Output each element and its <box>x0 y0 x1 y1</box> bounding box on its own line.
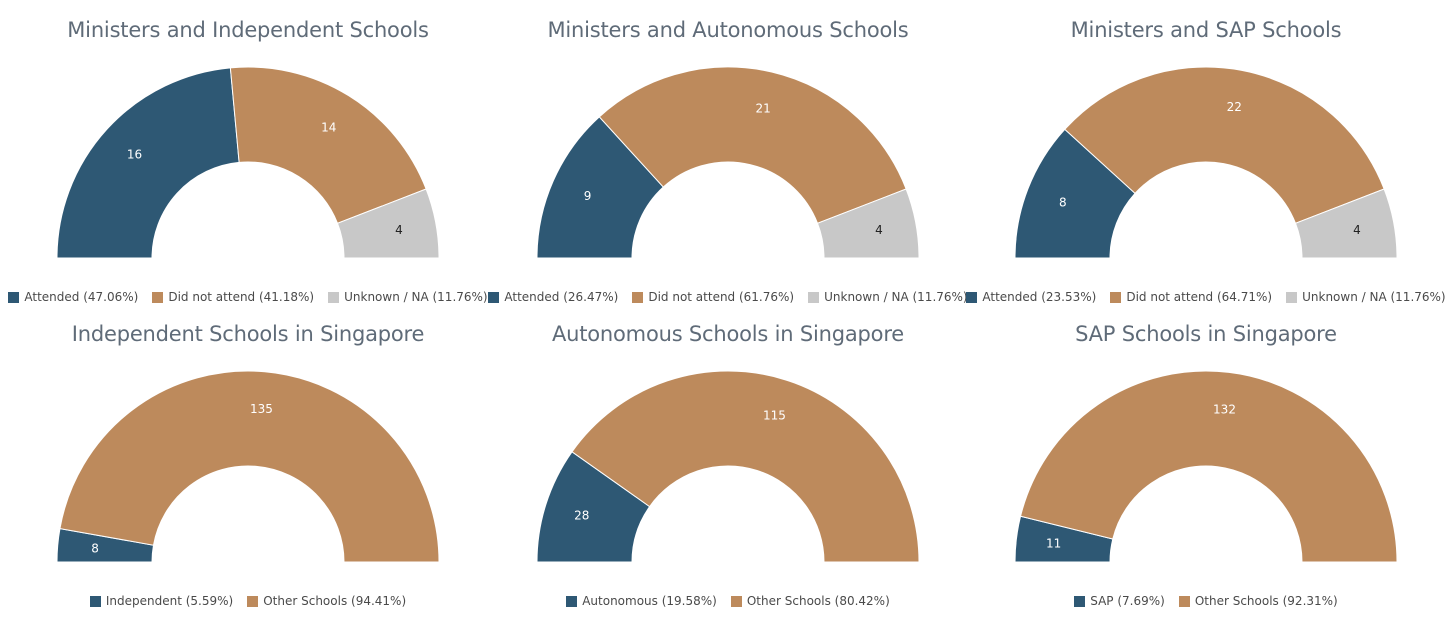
chart-title: SAP Schools in Singapore <box>1075 322 1337 346</box>
donut-slice <box>229 66 427 224</box>
chart-title: Ministers and SAP Schools <box>1070 18 1342 42</box>
slice-value-label: 11 <box>1046 536 1061 550</box>
slice-value-label: 4 <box>875 223 883 237</box>
slice-value-label: 28 <box>574 509 589 523</box>
donut-plot: 16 14 4 <box>56 66 440 259</box>
legend-label: Did not attend (64.71%) <box>1126 290 1273 304</box>
legend-label: Autonomous (19.58%) <box>582 594 717 608</box>
slice-value-label: 16 <box>127 148 142 162</box>
chart-title: Independent Schools in Singapore <box>71 322 425 346</box>
legend-label: Attended (23.53%) <box>982 290 1097 304</box>
donut-slice <box>1064 66 1385 224</box>
legend-item: Did not attend (61.76%) <box>632 290 794 304</box>
donut-plot: 8 22 4 <box>1014 66 1398 259</box>
legend: Attended (47.06%) Did not attend (41.18%)… <box>8 290 488 304</box>
legend-label: Other Schools (94.41%) <box>263 594 407 608</box>
legend-label: Attended (47.06%) <box>24 290 139 304</box>
legend-swatch <box>1178 595 1190 607</box>
donut-slice <box>598 66 907 224</box>
legend-item: Unknown / NA (11.76%) <box>808 290 968 304</box>
legend-item: Other Schools (92.31%) <box>1178 594 1338 608</box>
legend-label: Unknown / NA (11.76%) <box>344 290 488 304</box>
chart-ministers-sap: Ministers and SAP Schools 8 22 4 Attended … <box>966 18 1446 318</box>
legend-swatch <box>247 595 259 607</box>
legend-item: Independent (5.59%) <box>89 594 234 608</box>
chart-independent-singapore: Independent Schools in Singapore 8 135 In… <box>8 322 488 622</box>
legend-item: Unknown / NA (11.76%) <box>328 290 488 304</box>
slice-value-label: 9 <box>584 189 592 203</box>
legend-swatch <box>1110 291 1122 303</box>
legend: Autonomous (19.58%) Other Schools (80.42%… <box>488 594 968 608</box>
slice-value-label: 22 <box>1227 100 1242 114</box>
donut-plot: 9 21 4 <box>536 66 920 259</box>
donut-slice <box>1294 188 1398 259</box>
chart-ministers-autonomous: Ministers and Autonomous Schools 9 21 4 At… <box>488 18 968 318</box>
slice-value-label: 135 <box>250 402 273 416</box>
legend-label: Unknown / NA (11.76%) <box>824 290 968 304</box>
chart-autonomous-singapore: Autonomous Schools in Singapore 28 115 Au… <box>488 322 968 622</box>
legend-swatch <box>1074 595 1086 607</box>
legend-label: Independent (5.59%) <box>105 594 234 608</box>
slice-value-label: 4 <box>395 223 403 237</box>
legend-item: Autonomous (19.58%) <box>566 594 717 608</box>
donut-plot: 11 132 <box>1014 370 1398 563</box>
legend-swatch <box>808 291 820 303</box>
legend-swatch <box>152 291 164 303</box>
legend-label: Other Schools (80.42%) <box>746 594 890 608</box>
chart-title: Autonomous Schools in Singapore <box>551 322 905 346</box>
legend-item: Did not attend (64.71%) <box>1110 290 1272 304</box>
legend-item: Unknown / NA (11.76%) <box>1286 290 1446 304</box>
legend-item: Did not attend (41.18%) <box>152 290 314 304</box>
donut-slice <box>816 188 920 259</box>
slice-value-label: 8 <box>1059 196 1067 210</box>
legend-swatch <box>1286 291 1298 303</box>
legend-item: SAP (7.69%) <box>1074 594 1165 608</box>
slice-value-label: 14 <box>321 120 336 134</box>
donut-slice <box>59 370 440 563</box>
donut-plot: 8 135 <box>56 370 440 563</box>
legend: Attended (26.47%) Did not attend (61.76%)… <box>488 290 968 304</box>
legend-swatch <box>730 595 742 607</box>
legend-swatch <box>488 291 500 303</box>
slice-value-label: 115 <box>763 409 786 423</box>
slice-value-label: 132 <box>1213 403 1236 417</box>
chart-sap-singapore: SAP Schools in Singapore 11 132 SAP (7.69… <box>966 322 1446 622</box>
legend: Attended (23.53%) Did not attend (64.71%)… <box>966 290 1446 304</box>
donut-slice <box>1019 370 1398 563</box>
chart-title: Ministers and Independent Schools <box>67 18 429 42</box>
legend-swatch <box>566 595 578 607</box>
slice-value-label: 4 <box>1353 223 1361 237</box>
legend-label: Did not attend (41.18%) <box>168 290 315 304</box>
legend-label: Did not attend (61.76%) <box>648 290 795 304</box>
donut-plot: 28 115 <box>536 370 920 563</box>
legend-label: Attended (26.47%) <box>504 290 619 304</box>
chart-title: Ministers and Autonomous Schools <box>547 18 909 42</box>
legend-swatch <box>966 291 978 303</box>
legend-label: SAP (7.69%) <box>1090 594 1165 608</box>
chart-ministers-independent: Ministers and Independent Schools 16 14 4 … <box>8 18 488 318</box>
legend: Independent (5.59%) Other Schools (94.41%… <box>8 594 488 608</box>
donut-slice <box>336 188 440 259</box>
legend-label: Other Schools (92.31%) <box>1194 594 1338 608</box>
slice-value-label: 21 <box>756 102 771 116</box>
legend-swatch <box>328 291 340 303</box>
legend-item: Other Schools (80.42%) <box>730 594 890 608</box>
legend-item: Attended (26.47%) <box>488 290 618 304</box>
donut-slice <box>571 370 920 563</box>
legend-item: Other Schools (94.41%) <box>247 594 406 608</box>
slice-value-label: 8 <box>91 542 99 556</box>
donut-slice <box>56 67 240 259</box>
legend: SAP (7.69%) Other Schools (92.31%) <box>966 594 1446 608</box>
legend-item: Attended (47.06%) <box>8 290 138 304</box>
legend-label: Unknown / NA (11.76%) <box>1302 290 1446 304</box>
legend-swatch <box>632 291 644 303</box>
legend-swatch <box>8 291 20 303</box>
legend-swatch <box>89 595 101 607</box>
legend-item: Attended (23.53%) <box>966 290 1096 304</box>
